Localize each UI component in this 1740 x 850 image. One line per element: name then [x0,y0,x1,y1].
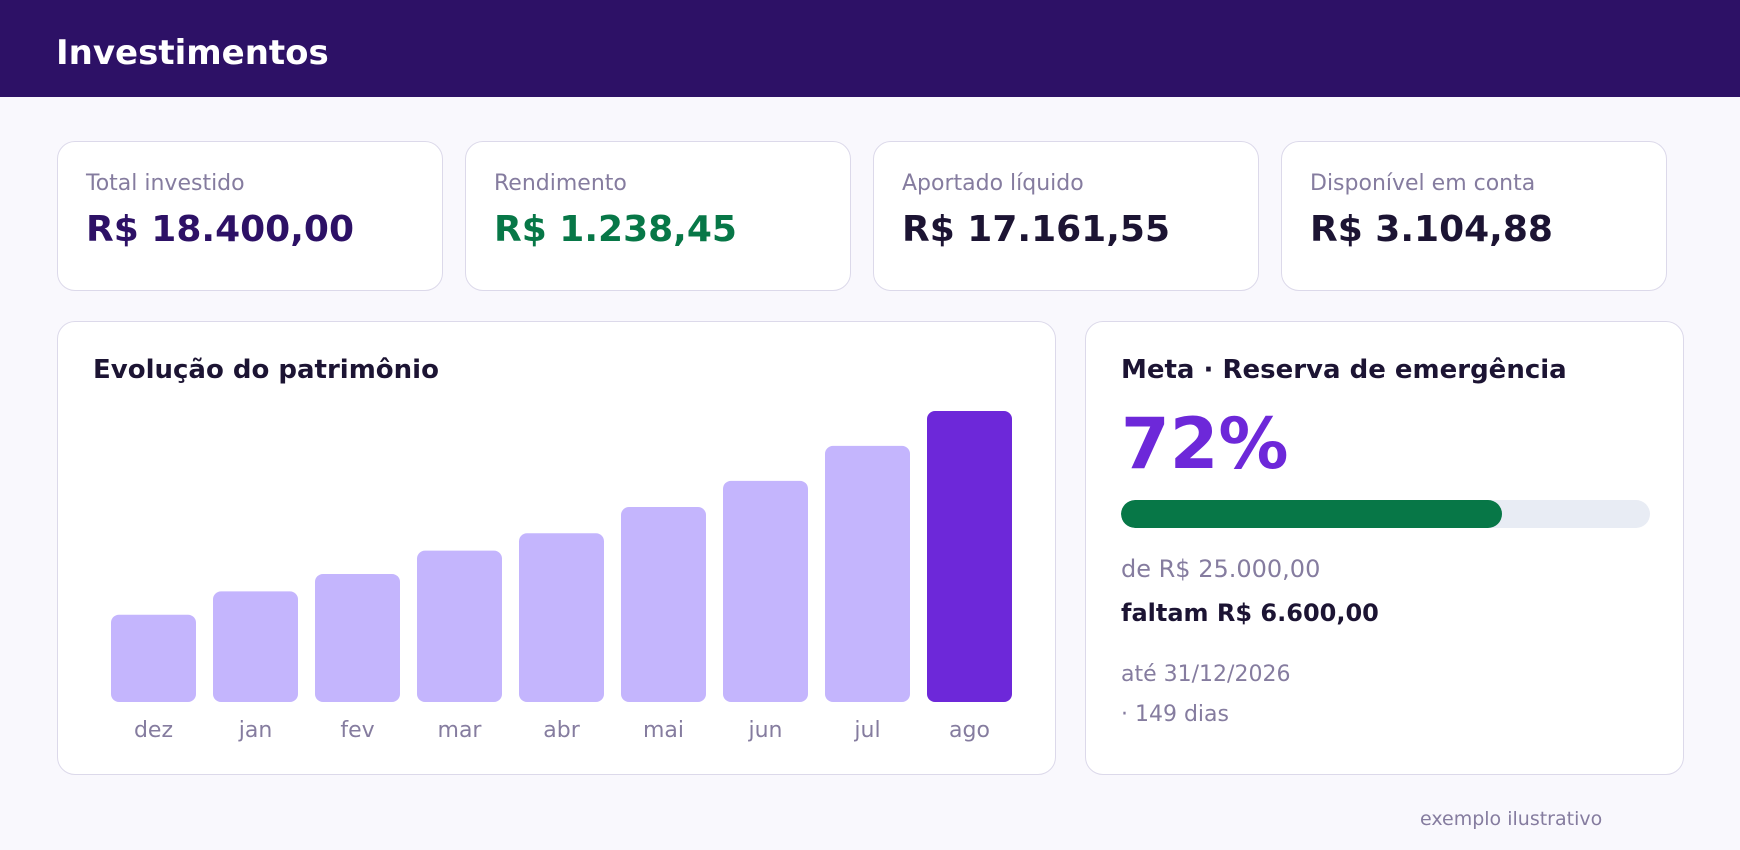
goal-deadline: até 31/12/2026 [1121,662,1291,687]
x-tick-label: ago [949,718,990,743]
x-tick-label: mai [643,718,684,743]
bar-jun [723,480,808,702]
stat-card-aportado-liquido: Aportado líquido R$ 17.161,55 [873,141,1259,291]
top-bar: Investimentos [0,0,1740,97]
x-tick-label: fev [340,718,374,743]
stat-card-total-investido: Total investido R$ 18.400,00 [57,141,443,291]
page-title: Investimentos [56,33,329,73]
chart-title: Evolução do patrimônio [93,355,439,385]
stat-label: Disponível em conta [1310,171,1536,196]
patrimonio-bar-chart: dez jan fev mar abr mai jun jul ago [111,411,1012,743]
goal-remaining: faltam R$ 6.600,00 [1121,599,1379,627]
bar-mai [621,507,706,702]
x-tick-label: abr [543,718,580,743]
goal-progress-fill [1121,500,1502,528]
goal-panel: Meta · Reserva de emergência 72% de R$ 2… [1085,321,1684,775]
footnote: exemplo ilustrativo [1420,808,1603,830]
goal-days-left: · 149 dias [1121,702,1229,727]
stat-card-disponivel-em-conta: Disponível em conta R$ 3.104,88 [1281,141,1667,291]
stat-value: R$ 3.104,88 [1310,209,1553,250]
stat-label: Aportado líquido [902,171,1084,196]
stat-value: R$ 17.161,55 [902,209,1170,250]
bar-dez [111,614,196,702]
x-tick-label: dez [134,718,173,743]
patrimonio-chart-panel: Evolução do patrimônio dez jan fev mar abr ma… [57,321,1056,775]
stat-value: R$ 18.400,00 [86,209,354,250]
goal-progress-track [1121,500,1650,528]
x-tick-label: jul [853,718,880,743]
stat-label: Total investido [86,171,245,196]
bar-jul [825,445,910,702]
bar-fev [315,573,400,702]
bar-jan [213,591,298,702]
x-tick-label: jan [238,718,273,743]
stat-card-rendimento: Rendimento R$ 1.238,45 [465,141,851,291]
x-tick-label: jun [748,718,783,743]
bar-mar [417,550,502,702]
goal-title: Meta · Reserva de emergência [1121,355,1567,385]
goal-target: de R$ 25.000,00 [1121,555,1321,583]
stat-value: R$ 1.238,45 [494,209,737,250]
bar-ago [927,411,1012,702]
goal-percent: 72% [1121,403,1289,485]
stat-label: Rendimento [494,171,627,196]
bar-abr [519,533,604,702]
x-tick-label: mar [438,718,483,743]
